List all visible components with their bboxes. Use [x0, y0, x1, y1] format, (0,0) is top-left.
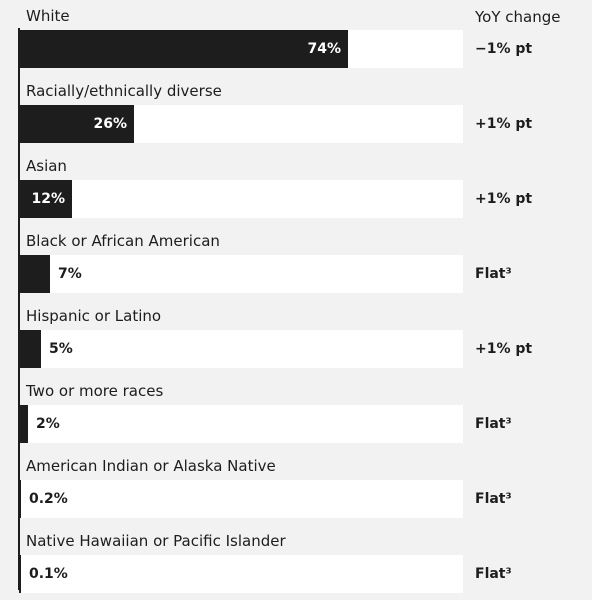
bar-value-label: 5% [49, 341, 73, 357]
yoy-change-value: +1% pt [475, 191, 533, 207]
bar-track [19, 255, 463, 293]
bar-row: White 74% −1% pt [0, 0, 592, 75]
bar-track [19, 405, 463, 443]
category-axis-line [18, 28, 20, 590]
yoy-change-value: +1% pt [475, 341, 533, 357]
yoy-change-value: Flat³ [475, 566, 512, 582]
category-label: American Indian or Alaska Native [26, 457, 276, 475]
yoy-change-value: Flat³ [475, 491, 512, 507]
yoy-change-value: −1% pt [475, 41, 533, 57]
bar [19, 30, 348, 68]
category-label: Native Hawaiian or Pacific Islander [26, 532, 286, 550]
bar-value-label: 0.1% [29, 566, 68, 582]
bar-row: American Indian or Alaska Native 0.2% Flat… [0, 450, 592, 525]
yoy-change-header: YoY change [475, 8, 561, 26]
category-label: White [26, 7, 70, 25]
category-label: Black or African American [26, 232, 220, 250]
bar-row: Black or African American 7% Flat³ [0, 225, 592, 300]
bar [19, 180, 72, 218]
yoy-change-value: +1% pt [475, 116, 533, 132]
bar [19, 330, 41, 368]
yoy-change-value: Flat³ [475, 416, 512, 432]
bar-value-label: 12% [31, 191, 65, 207]
category-label: Hispanic or Latino [26, 307, 162, 325]
bar-row: Native Hawaiian or Pacific Islander 0.1% F… [0, 525, 592, 600]
bar-value-label: 74% [307, 41, 341, 57]
bar [19, 105, 134, 143]
bar-value-label: 2% [36, 416, 60, 432]
bar-track [19, 330, 463, 368]
bar-value-label: 26% [93, 116, 127, 132]
bar [19, 405, 28, 443]
bar-value-label: 0.2% [29, 491, 68, 507]
bar-track [19, 480, 463, 518]
bar [19, 480, 21, 518]
bar [19, 555, 21, 593]
bar-row: Hispanic or Latino 5% +1% pt [0, 300, 592, 375]
bar-track [19, 30, 463, 68]
yoy-change-value: Flat³ [475, 266, 512, 282]
category-label: Racially/ethnically diverse [26, 82, 222, 100]
bar-track [19, 180, 463, 218]
bar-track [19, 555, 463, 593]
bar-value-label: 7% [58, 266, 82, 282]
bar [19, 255, 50, 293]
bar-row: Racially/ethnically diverse 26% +1% pt [0, 75, 592, 150]
category-label: Asian [26, 157, 67, 175]
bar-row: Asian 12% +1% pt [0, 150, 592, 225]
category-label: Two or more races [26, 382, 164, 400]
bar-row: Two or more races 2% Flat³ [0, 375, 592, 450]
bar-track [19, 105, 463, 143]
